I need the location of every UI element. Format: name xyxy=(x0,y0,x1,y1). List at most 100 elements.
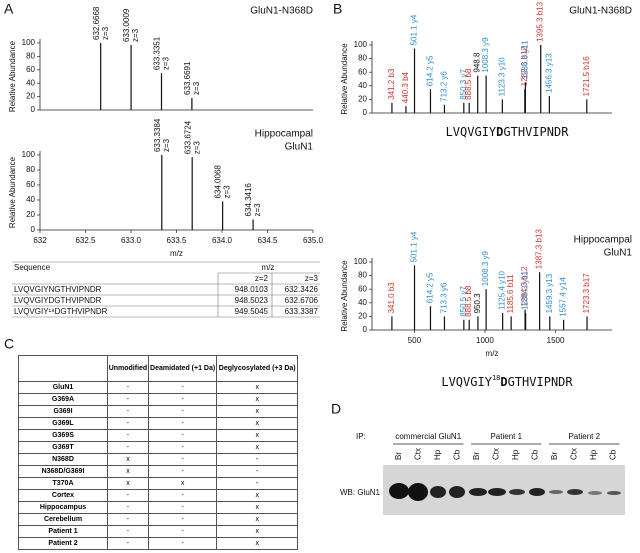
table-cell: 633.3387 xyxy=(285,307,319,316)
table-subheader: z=2 xyxy=(255,274,269,283)
x-tick-label: 632 xyxy=(33,236,47,245)
charge-label: z=3 xyxy=(192,81,201,95)
peak-mz: 1395.3 xyxy=(536,17,545,42)
peak-mz: 1125.4 xyxy=(498,286,507,310)
table-cell: x xyxy=(107,477,149,490)
table-cell: - xyxy=(147,489,218,502)
peak-label: 1008.3 y9 xyxy=(481,37,490,73)
y-tick-label: 60 xyxy=(358,67,367,76)
y-tick-label: 20 xyxy=(358,312,367,321)
sequence-part: GTHVIPNDR xyxy=(508,375,574,389)
peptide-sequence: LVQVGIY18DGTHVIPNDR xyxy=(441,374,573,389)
peak-mz: 501.1 xyxy=(410,25,419,46)
y-tick-label: 20 xyxy=(26,92,35,101)
row-header: Cortex xyxy=(18,489,108,502)
table-cell: x xyxy=(216,537,298,550)
table-cell: - xyxy=(107,405,149,418)
panel-label: A xyxy=(4,1,14,17)
chart-title: GluN1 xyxy=(285,142,314,153)
peak-label: 632.6668 xyxy=(92,6,101,40)
table-cell: x xyxy=(216,381,298,394)
peak-label: 1185.6 b11 xyxy=(506,274,515,313)
x-tick-label: 634.5 xyxy=(257,236,278,245)
table-cell: - xyxy=(147,405,218,418)
y-tick-label: 80 xyxy=(358,54,367,63)
x-tick-label: 632.5 xyxy=(75,236,96,245)
row-header: Hippocampus xyxy=(18,501,108,514)
y-tick-label: 20 xyxy=(358,95,367,104)
peak-mz: 1459.3 xyxy=(545,288,554,313)
charge-label: z=3 xyxy=(192,141,201,155)
ion-label: b8 xyxy=(464,285,473,294)
y-tick-label: 60 xyxy=(26,65,35,74)
peak-label: 1286.3 y11 xyxy=(520,40,529,80)
ion-label: y5 xyxy=(426,55,435,64)
charge-label: z=3 xyxy=(101,26,110,40)
row-header: GluN1 xyxy=(18,381,108,394)
lane-label: Ctx xyxy=(570,448,579,460)
peak-mz: 501.1 xyxy=(410,242,419,263)
ion-label: b13 xyxy=(535,229,544,243)
ion-label: y9 xyxy=(481,250,490,259)
ion-label: b4 xyxy=(401,71,410,80)
ion-label: y5 xyxy=(426,272,435,281)
ion-label: y4 xyxy=(410,14,419,23)
x-tick-label: 1500 xyxy=(547,336,565,345)
table-cell: x xyxy=(216,417,298,430)
table-row: Hippocampus - - x xyxy=(18,501,298,514)
ion-label: b16 xyxy=(582,56,591,70)
table-cell: - xyxy=(216,477,298,490)
ion-label: y10 xyxy=(497,57,506,70)
y-tick-label: 0 xyxy=(363,108,368,117)
peak-label: 341.0 b3 xyxy=(387,282,396,314)
ion-label: b12 xyxy=(520,266,529,280)
table-cell: - xyxy=(216,465,298,478)
blot-bands xyxy=(389,483,621,501)
lane-label: Hp xyxy=(433,449,442,460)
peak-mz: 713.3 xyxy=(440,293,449,314)
peak-label: 1723.3 b17 xyxy=(582,273,591,314)
lane-label: Cb xyxy=(531,449,540,460)
peak-label: 1557.4 y14 xyxy=(559,277,568,317)
modified-residue: D xyxy=(496,125,503,139)
peak-label: 1288.3 y11 xyxy=(521,270,530,310)
peak-label: 1387.3 b13 xyxy=(535,229,544,270)
table-cell: x xyxy=(216,441,298,454)
peak-label: 1395.3 b13 xyxy=(536,1,545,42)
peak-label: 888.5 b8 xyxy=(464,285,473,317)
peak-mz: 1557.4 xyxy=(559,292,568,317)
peak-mz: 713.2 xyxy=(440,81,449,102)
lane-label: Cb xyxy=(453,449,462,460)
sequence-part: GTHVIPNDR xyxy=(503,125,569,139)
peak-mz: 614.2 xyxy=(426,66,435,87)
peak-label: 633.6724 xyxy=(183,120,192,154)
table-cell: - xyxy=(216,453,298,466)
table-cell: x xyxy=(216,489,298,502)
ion-label: y13 xyxy=(544,53,553,66)
peak-label: 850.3 y7 xyxy=(459,69,468,100)
table-cell: - xyxy=(107,513,149,526)
row-header: Patient 2 xyxy=(18,537,108,550)
table-row: GluN1- - x xyxy=(18,381,298,394)
column-header: Deamidated (+1 Da) xyxy=(147,355,218,382)
table-cell: x xyxy=(216,513,298,526)
table-cell: x xyxy=(147,477,218,490)
table-cell: - xyxy=(107,525,149,538)
lane-label: Ctx xyxy=(414,448,423,460)
x-tick-label: 633.0 xyxy=(121,236,142,245)
table-cell: x xyxy=(216,501,298,514)
chart-title: GluN1 xyxy=(604,248,633,259)
peak-mz: 850.5 xyxy=(459,296,468,317)
charge-label: z=3 xyxy=(223,185,232,199)
ion-label: y7 xyxy=(459,69,468,78)
ion-label: b12 xyxy=(520,46,529,60)
peak-mz: 888.5 xyxy=(464,296,473,317)
table-cell: - xyxy=(147,393,218,406)
ion-label: b13 xyxy=(536,1,545,15)
isotope-label: 18 xyxy=(492,374,500,382)
table-row: G369I - - x xyxy=(18,405,298,418)
corner-cell xyxy=(18,355,108,382)
table-header: Sequence xyxy=(14,263,51,272)
ion-label: y11 xyxy=(520,40,529,53)
